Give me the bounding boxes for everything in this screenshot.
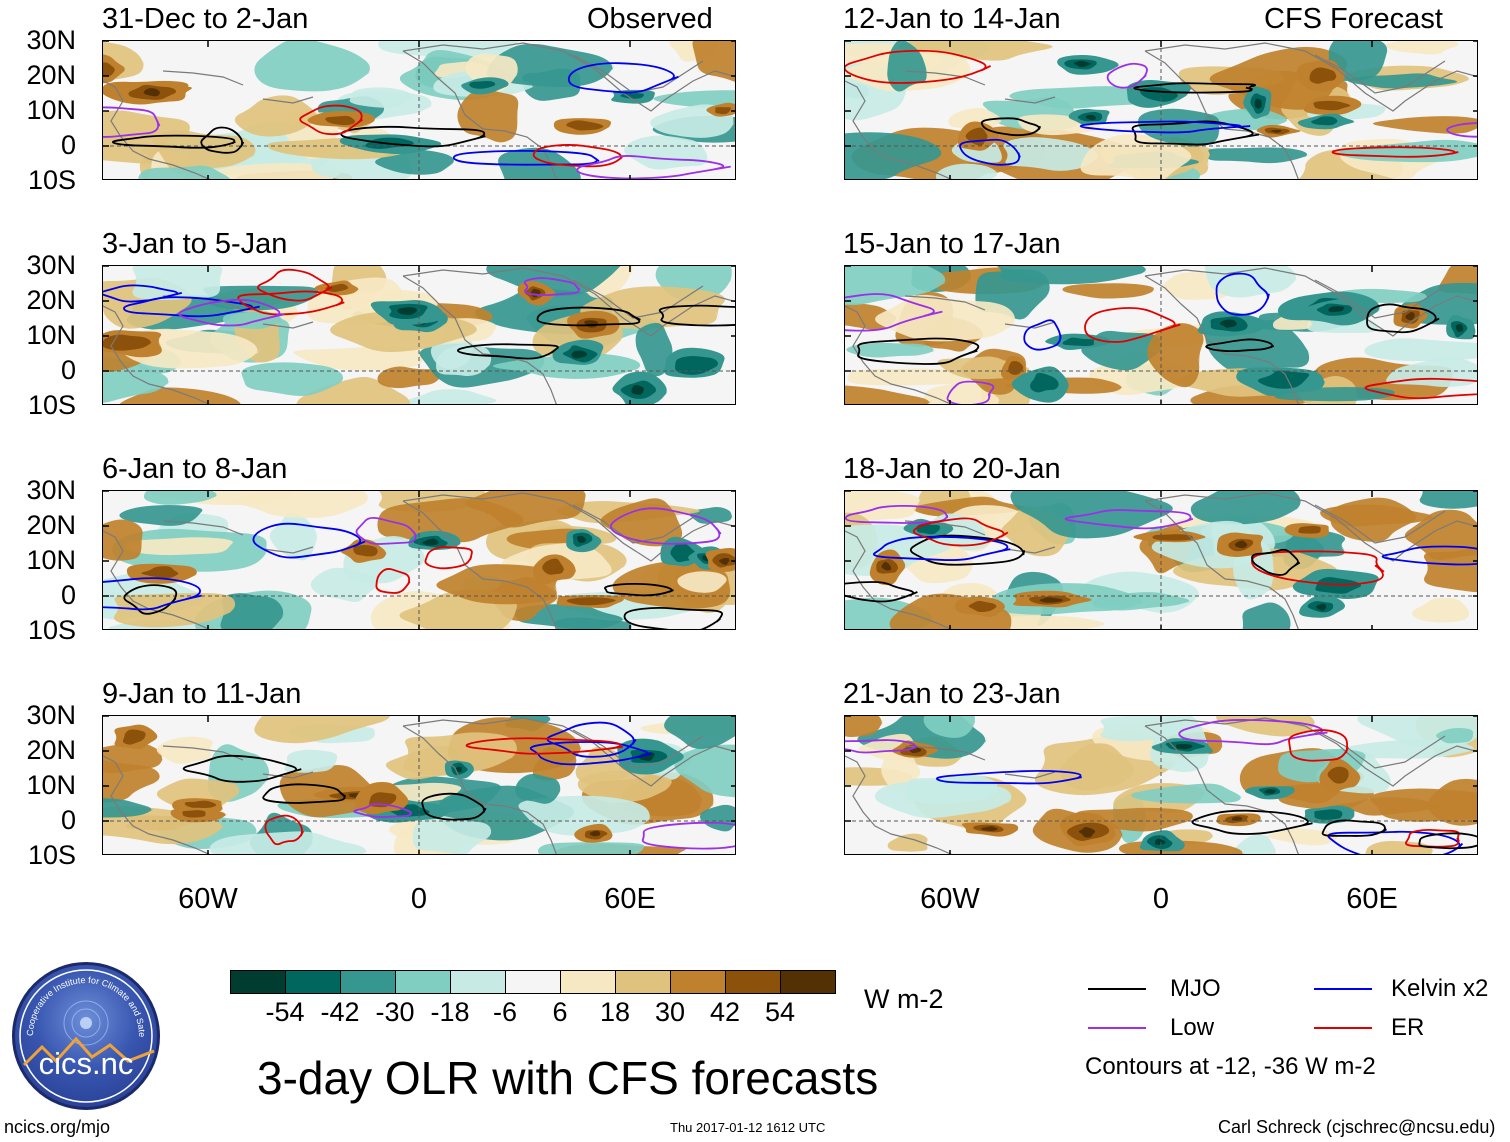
olr-shading bbox=[845, 491, 1477, 629]
lon-label-0: 0 bbox=[410, 883, 428, 915]
colorbar-swatch bbox=[725, 970, 781, 994]
colorbar-tick-label: -6 bbox=[492, 997, 517, 1027]
panel-title: 31-Dec to 2-Jan bbox=[102, 3, 309, 35]
lat-label: 10S bbox=[27, 165, 76, 195]
colorbar-tick-label: -30 bbox=[375, 997, 415, 1027]
logo-text: cics.nc bbox=[38, 1046, 134, 1081]
panel-title: 18-Jan to 20-Jan bbox=[843, 453, 1061, 485]
olr-shading bbox=[103, 41, 735, 179]
olr-shading bbox=[103, 716, 735, 854]
colorbar-swatch bbox=[340, 970, 396, 994]
lon-label-0: 0 bbox=[1152, 883, 1170, 915]
panel-title: 6-Jan to 8-Jan bbox=[102, 453, 288, 485]
map-panel-observed-4 bbox=[102, 715, 736, 855]
colorbar-swatch bbox=[505, 970, 561, 994]
map-panel-forecast-4 bbox=[844, 715, 1478, 855]
lat-label: 30N bbox=[26, 25, 76, 55]
lat-label: 10S bbox=[27, 615, 76, 645]
map-panel-forecast-2 bbox=[844, 265, 1478, 405]
contours-note: Contours at -12, -36 W m-2 bbox=[1085, 1053, 1376, 1080]
observed-label: Observed bbox=[587, 3, 713, 35]
colorbar-tick-label: -42 bbox=[320, 997, 360, 1027]
colorbar-unit: W m-2 bbox=[864, 984, 944, 1014]
panel-title: 21-Jan to 23-Jan bbox=[843, 678, 1061, 710]
legend-er-line bbox=[1314, 1027, 1372, 1029]
legend-kelvin-line bbox=[1314, 988, 1372, 990]
lon-label-60e: 60E bbox=[1346, 883, 1398, 915]
cics-logo: Cooperative Institute for Climate and Sa… bbox=[12, 962, 160, 1110]
lat-label: 20N bbox=[26, 735, 76, 765]
forecast-label: CFS Forecast bbox=[1264, 3, 1443, 35]
map-panel-forecast-3 bbox=[844, 490, 1478, 630]
legend-mjo-label: MJO bbox=[1170, 975, 1221, 1002]
lon-label-60w: 60W bbox=[178, 883, 238, 915]
lat-label: 0 bbox=[60, 580, 76, 610]
map-panel-observed-2 bbox=[102, 265, 736, 405]
footer-timestamp: Thu 2017-01-12 1612 UTC bbox=[670, 1120, 826, 1135]
lat-label: 30N bbox=[26, 475, 76, 505]
lat-label: 10N bbox=[26, 95, 76, 125]
colorbar-swatch bbox=[780, 970, 836, 994]
lat-label: 20N bbox=[26, 60, 76, 90]
lat-label: 0 bbox=[60, 805, 76, 835]
colorbar-swatch bbox=[285, 970, 341, 994]
main-title: 3-day OLR with CFS forecasts bbox=[257, 1052, 879, 1104]
colorbar-tick-label: -54 bbox=[265, 997, 305, 1027]
lat-label: 30N bbox=[26, 700, 76, 730]
olr-shading bbox=[845, 41, 1477, 179]
lat-label: 10N bbox=[26, 770, 76, 800]
footer-url: ncics.org/mjo bbox=[4, 1117, 111, 1137]
colorbar-swatch bbox=[560, 970, 616, 994]
olr-shading bbox=[845, 266, 1477, 404]
legend-kelvin-label: Kelvin x2 bbox=[1391, 975, 1489, 1002]
panel-title: 3-Jan to 5-Jan bbox=[102, 228, 288, 260]
map-panel-forecast-1 bbox=[844, 40, 1478, 180]
map-panel-observed-1 bbox=[102, 40, 736, 180]
olr-shading bbox=[845, 716, 1477, 854]
legend-mjo-line bbox=[1088, 988, 1146, 990]
mountain-icon bbox=[22, 1036, 155, 1067]
panel-title: 9-Jan to 11-Jan bbox=[102, 678, 302, 710]
lon-label-60e: 60E bbox=[604, 883, 656, 915]
lat-label: 20N bbox=[26, 510, 76, 540]
lat-label: 20N bbox=[26, 285, 76, 315]
panel-title: 15-Jan to 17-Jan bbox=[843, 228, 1061, 260]
lat-label: 0 bbox=[60, 355, 76, 385]
lat-label: 30N bbox=[26, 250, 76, 280]
lat-label: 10N bbox=[26, 545, 76, 575]
colorbar-tick-label: 42 bbox=[709, 997, 741, 1027]
legend-er-label: ER bbox=[1391, 1014, 1425, 1041]
colorbar-swatch bbox=[230, 970, 286, 994]
lat-label: 0 bbox=[60, 130, 76, 160]
colorbar-tick-label: 30 bbox=[654, 997, 686, 1027]
colorbar-tick-label: 6 bbox=[552, 997, 568, 1027]
footer-author: Carl Schreck (cjschrec@ncsu.edu) bbox=[1218, 1117, 1496, 1137]
olr-shading bbox=[103, 491, 735, 629]
legend-low-line bbox=[1088, 1027, 1146, 1029]
colorbar-swatch bbox=[395, 970, 451, 994]
colorbar-tick-label: 54 bbox=[764, 997, 796, 1027]
lat-label: 10S bbox=[27, 390, 76, 420]
colorbar-swatch bbox=[450, 970, 506, 994]
colorbar-tick-label: 18 bbox=[599, 997, 631, 1027]
colorbar-tick-label: -18 bbox=[430, 997, 470, 1027]
colorbar-swatch bbox=[670, 970, 726, 994]
lat-label: 10N bbox=[26, 320, 76, 350]
olr-shading bbox=[103, 266, 735, 404]
lat-label: 10S bbox=[27, 840, 76, 870]
map-panel-observed-3 bbox=[102, 490, 736, 630]
panel-title: 12-Jan to 14-Jan bbox=[843, 3, 1061, 35]
logo-ring-icon: Cooperative Institute for Climate and Sa… bbox=[15, 965, 153, 1103]
lon-label-60w: 60W bbox=[920, 883, 980, 915]
legend-low-label: Low bbox=[1170, 1014, 1215, 1041]
colorbar-swatch bbox=[615, 970, 671, 994]
